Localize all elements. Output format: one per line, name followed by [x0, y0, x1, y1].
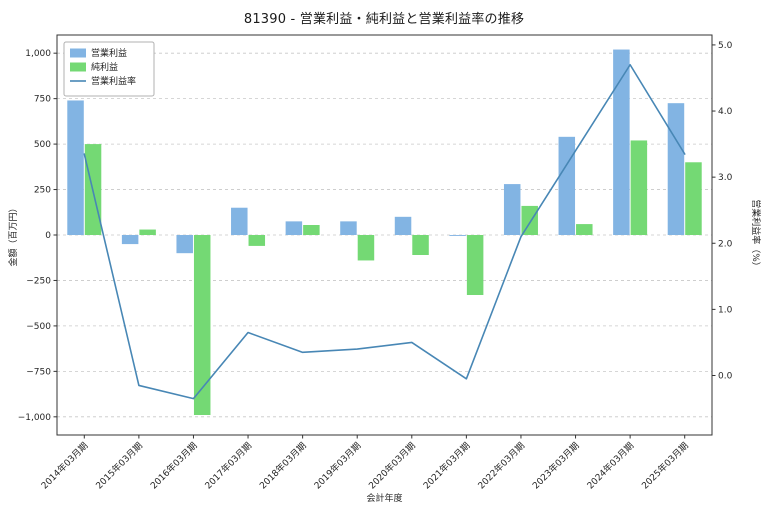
bar	[340, 221, 357, 235]
bar	[139, 229, 156, 235]
y-tick-label-left: 250	[34, 186, 51, 196]
y-axis-left: 1,000 750 500 250 0 −250 −500 −750 −1,000	[18, 49, 57, 423]
y-tick-label-left: 750	[34, 95, 51, 105]
x-tick-label: 2023年03月期	[530, 440, 582, 492]
x-tick-label: 2021年03月期	[421, 440, 473, 492]
bar	[121, 235, 139, 245]
x-tick-label: 2017年03月期	[202, 440, 254, 492]
bar	[412, 235, 429, 255]
y-tick-label-right: 3.0	[718, 173, 733, 183]
bar	[685, 162, 702, 235]
y-tick-label-right: 4.0	[718, 107, 733, 117]
bar	[521, 205, 538, 235]
bar	[576, 224, 593, 235]
bar	[558, 136, 576, 235]
bar	[357, 235, 375, 261]
x-tick-label: 2018年03月期	[257, 440, 309, 492]
legend-label: 営業利益率	[91, 75, 136, 87]
y-tick-label-left: −500	[26, 322, 51, 332]
y-tick-label-left: 500	[34, 140, 51, 150]
y-gridlines	[57, 52, 712, 418]
bar	[303, 225, 320, 235]
x-axis: 2014年03月期 2015年03月期 2016年03月期 2017年03月期 2018…	[39, 435, 691, 492]
x-axis-title: 会計年度	[366, 492, 402, 504]
bar	[231, 207, 248, 235]
bars-operating-profit	[67, 49, 685, 254]
y-tick-label-left: −250	[26, 276, 51, 286]
x-tick-label: 2022年03月期	[475, 440, 527, 492]
y-tick-label-left: 0	[45, 231, 51, 241]
y-axis-title-right: 営業利益率（%）	[750, 199, 762, 271]
y-tick-label-right: 2.0	[718, 239, 733, 249]
bar	[613, 49, 630, 235]
y-axis-title-left: 金額（百万円）	[7, 203, 19, 266]
y-tick-label-right: 5.0	[718, 41, 733, 51]
bar	[285, 221, 303, 235]
y-tick-label-right: 1.0	[718, 305, 733, 315]
x-tick-label: 2025年03月期	[639, 440, 691, 492]
bar	[630, 140, 648, 235]
x-tick-label: 2016年03月期	[148, 440, 200, 492]
bar	[503, 184, 521, 235]
x-tick-label: 2015年03月期	[93, 440, 145, 492]
bar	[394, 216, 412, 235]
chart-title: 81390 - 営業利益・純利益と営業利益率の推移	[243, 12, 525, 27]
x-tick-label: 2024年03月期	[584, 440, 636, 492]
y-tick-label-left: 1,000	[25, 49, 51, 59]
legend-label: 営業利益	[91, 47, 127, 59]
legend-label: 純利益	[91, 61, 118, 73]
bar	[667, 103, 685, 235]
bars-net-profit	[84, 140, 702, 415]
operating-margin-line	[83, 63, 686, 400]
y-axis-right: 5.0 4.0 3.0 2.0 1.0 0.0	[712, 41, 733, 381]
legend-swatch	[70, 62, 86, 72]
legend-box	[63, 41, 155, 97]
legend-swatch	[70, 48, 86, 58]
x-tick-label: 2020年03月期	[366, 440, 418, 492]
bar	[466, 235, 484, 295]
y-tick-label-left: −750	[26, 367, 51, 377]
x-tick-label: 2014年03月期	[39, 440, 91, 492]
bar	[176, 235, 193, 254]
bar	[67, 100, 84, 235]
x-tick-label: 2019年03月期	[311, 440, 363, 492]
y-tick-label-right: 0.0	[718, 371, 733, 381]
y-tick-label-left: −1,000	[18, 413, 52, 423]
bar	[248, 235, 266, 246]
bar	[193, 235, 211, 415]
bar	[449, 235, 466, 236]
